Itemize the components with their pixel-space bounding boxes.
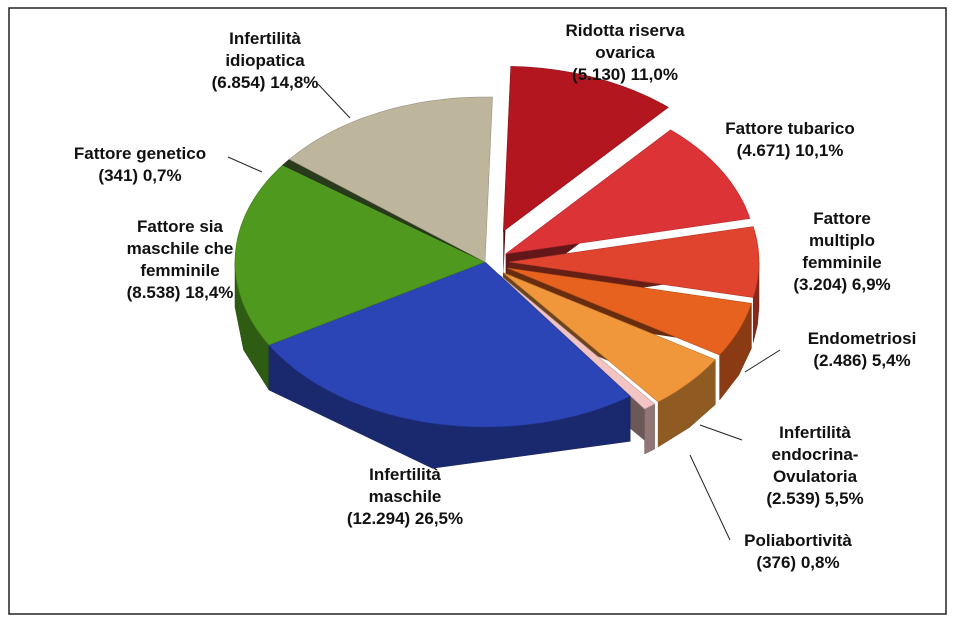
frame xyxy=(8,7,947,615)
slice xyxy=(234,164,486,346)
slice xyxy=(268,261,631,428)
value-label: 26,5% xyxy=(414,509,464,528)
value-line: (3.204) 6,9% xyxy=(785,274,899,296)
slice-label: Infertilità idiopatica (6.854) 14,8% xyxy=(212,28,319,94)
value-line: (5.130) 11,0% xyxy=(565,64,684,86)
value-label: 5,5% xyxy=(824,489,864,508)
category-label: Infertilità endocrina- Ovulatoria xyxy=(771,423,859,486)
slice xyxy=(499,274,656,410)
value-line: (12.294) 26,5% xyxy=(347,508,463,530)
slice-label: Fattore sia maschile che femminile (8.538… xyxy=(127,216,234,304)
slice-label: Fattore multiplo femminile (3.204) 6,9% xyxy=(785,208,899,296)
value-line: (6.854) 14,8% xyxy=(212,72,319,94)
value-label: 18,4% xyxy=(185,283,234,302)
value-label: 0,7% xyxy=(142,166,182,185)
count-label: (5.130) xyxy=(572,65,626,84)
category-label: Poliabortività xyxy=(744,531,852,550)
slice-label: Infertilità endocrina- Ovulatoria (2.539)… xyxy=(766,422,863,510)
count-label: (341) xyxy=(98,166,139,185)
category-label: Infertilità idiopatica xyxy=(225,29,305,70)
value-line: (2.486) 5,4% xyxy=(808,350,917,372)
value-line: (2.539) 5,5% xyxy=(766,488,863,510)
count-label: (6.854) xyxy=(211,73,266,92)
leader-line xyxy=(317,83,351,119)
value-label: 0,8% xyxy=(800,553,840,572)
value-label: 5,4% xyxy=(871,351,911,370)
slice xyxy=(502,272,716,403)
leader-line xyxy=(689,454,731,541)
value-label: 14,8% xyxy=(270,73,319,92)
leader-line xyxy=(227,156,263,173)
category-label: Infertilità maschile xyxy=(368,465,442,506)
leader-line xyxy=(744,349,781,373)
count-label: (8.538) xyxy=(126,283,181,302)
count-label: (3.204) xyxy=(793,275,848,294)
slice-label: Fattore genetico (341) 0,7% xyxy=(74,143,206,187)
tops xyxy=(234,66,760,428)
slice xyxy=(502,66,669,232)
value-line: (8.538) 18,4% xyxy=(127,282,234,304)
slice xyxy=(508,226,760,298)
category-label: Fattore multiplo femminile xyxy=(802,209,882,272)
value-label: 11,0% xyxy=(630,65,678,84)
count-label: (2.539) xyxy=(766,489,821,508)
slice-label: Fattore tubarico (4.671) 10,1% xyxy=(725,118,854,162)
category-label: Endometriosi xyxy=(807,329,917,348)
value-line: (376) 0,8% xyxy=(744,552,852,574)
slice xyxy=(505,129,751,255)
count-label: (376) xyxy=(756,553,797,572)
slice-label: Ridotta riserva ovarica (5.130) 11,0% xyxy=(565,20,684,86)
slice xyxy=(288,96,493,263)
slice-label: Endometriosi (2.486) 5,4% xyxy=(808,328,917,372)
count-label: (12.294) xyxy=(346,509,411,528)
slice xyxy=(507,267,752,356)
leader-line xyxy=(699,424,743,441)
value-line: (341) 0,7% xyxy=(74,165,206,187)
count-label: (2.486) xyxy=(813,351,868,370)
category-label: Fattore tubarico xyxy=(725,119,855,138)
value-label: 10,1% xyxy=(795,141,844,160)
slice-wall xyxy=(644,403,655,455)
slice-label: Infertilità maschile (12.294) 26,5% xyxy=(347,464,463,530)
category-label: Fattore sia maschile che femminile xyxy=(126,217,234,280)
value-line: (4.671) 10,1% xyxy=(725,140,854,162)
count-label: (4.671) xyxy=(736,141,791,160)
value-label: 6,9% xyxy=(851,275,891,294)
slice-label: Poliabortività (376) 0,8% xyxy=(744,530,852,574)
category-label: Ridotta riserva ovarica xyxy=(565,21,685,62)
category-label: Fattore genetico xyxy=(73,144,207,163)
